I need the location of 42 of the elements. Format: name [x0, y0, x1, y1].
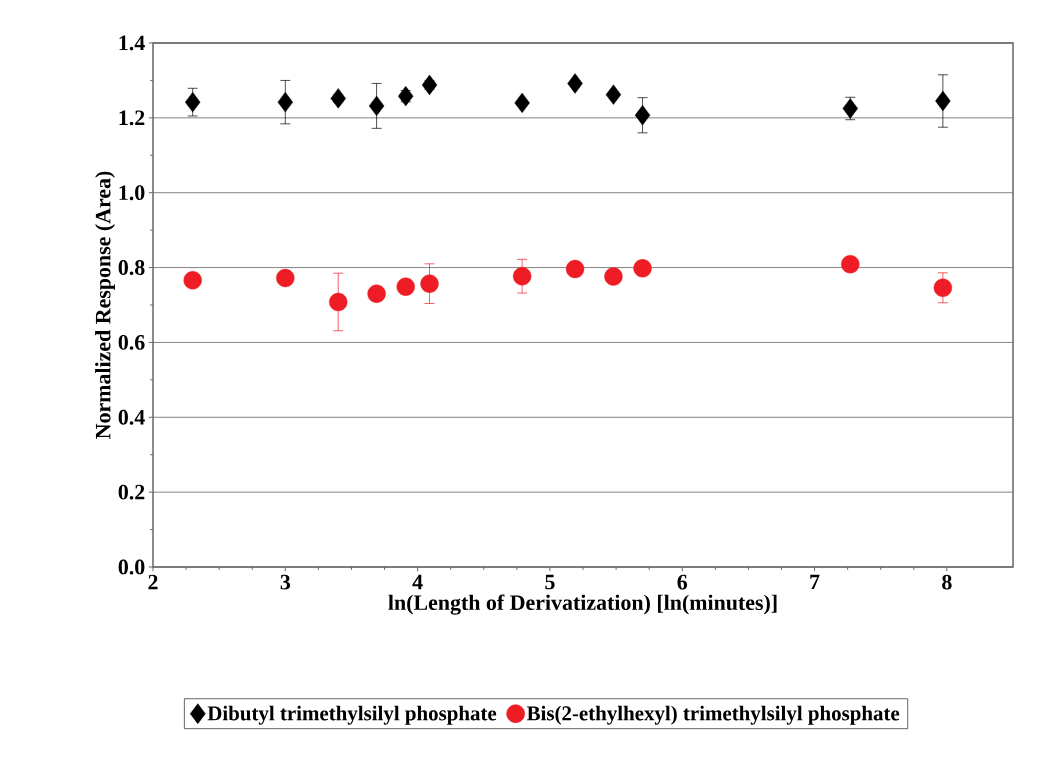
y-tick-label: 0.2 [118, 484, 145, 500]
y-axis-title: Normalized Response (Area) [95, 171, 115, 439]
x-tick-label: 8 [942, 574, 952, 590]
point [368, 95, 385, 117]
point [185, 91, 201, 113]
x-tick-label: 3 [280, 574, 291, 590]
x-tick-label: 5 [545, 574, 555, 590]
point [398, 85, 414, 107]
point [567, 73, 583, 94]
point [420, 274, 439, 293]
y-tick-label: 1.0 [119, 185, 145, 201]
point [276, 268, 295, 288]
y-tick-label: 0.8 [118, 260, 145, 276]
legend-label: Bis(2-ethylhexyl) trimethylsilyl phosphate [526, 705, 900, 725]
point [634, 105, 651, 126]
point [512, 267, 532, 286]
x-tick-label: 4 [412, 574, 423, 590]
y-tick-label: 0.0 [118, 559, 145, 575]
point [565, 259, 585, 279]
point [367, 284, 386, 303]
point [330, 88, 346, 109]
point [605, 84, 622, 105]
point [935, 90, 951, 112]
point [841, 255, 860, 274]
point [421, 74, 438, 96]
point [933, 278, 953, 297]
point [514, 92, 530, 114]
point [604, 267, 623, 286]
x-axis-title: ln(Length of Derivatization) [ln(minutes)] [388, 594, 777, 615]
point [633, 259, 652, 278]
point [396, 277, 415, 296]
y-tick-label: 0.4 [118, 409, 145, 425]
y-tick-label: 1.2 [119, 110, 145, 126]
y-tick-label: 0.6 [118, 334, 145, 350]
point [329, 292, 348, 312]
legend-label: Dibutyl trimethylsilyl phosphate [207, 705, 497, 725]
x-tick-label: 7 [810, 574, 820, 590]
x-tick-label: 2 [148, 574, 158, 590]
y-tick-label: 1.4 [119, 35, 145, 51]
point [277, 91, 293, 113]
x-tick-label: 6 [677, 574, 688, 590]
point [183, 271, 202, 290]
